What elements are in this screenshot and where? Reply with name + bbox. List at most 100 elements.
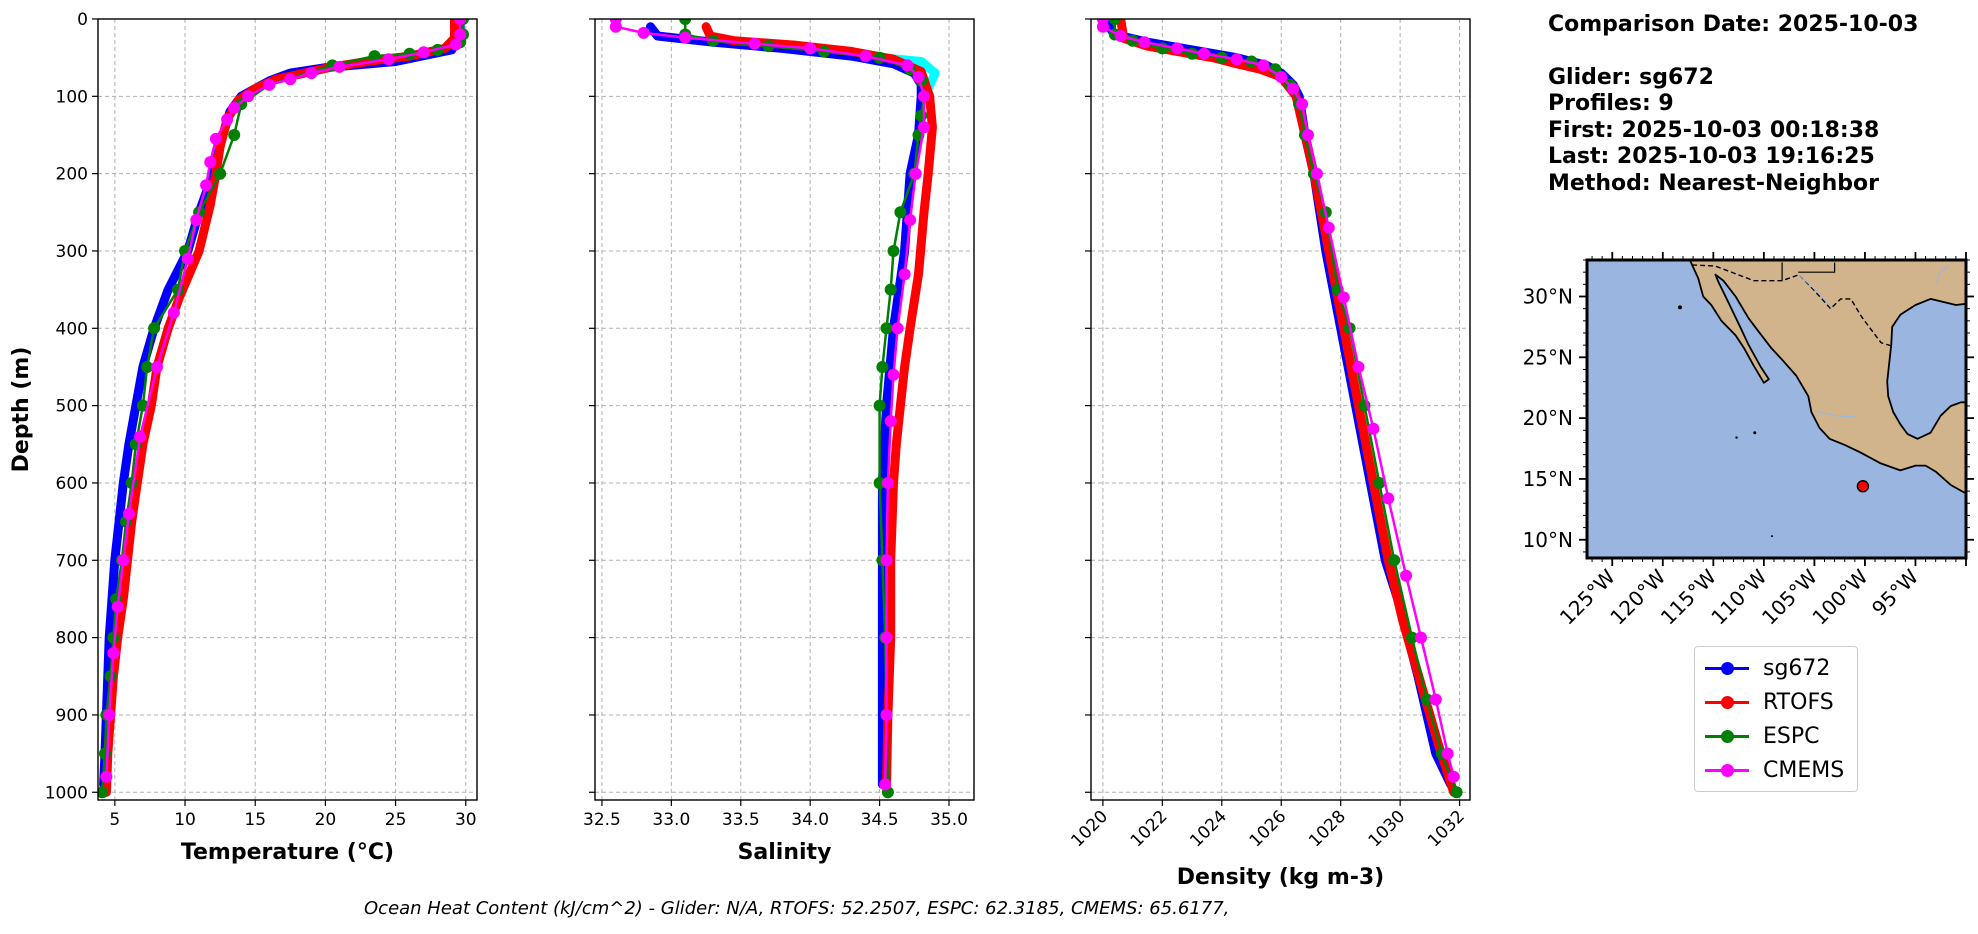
- x-tick-label: 1032: [1424, 807, 1469, 852]
- series-CMEMS: [1096, 19, 1460, 783]
- data-point: [263, 78, 276, 91]
- x-tick-label: 34.0: [791, 810, 829, 830]
- data-point: [167, 306, 180, 319]
- data-point: [1302, 129, 1314, 141]
- x-tick-label: 1030: [1365, 807, 1410, 852]
- data-point: [879, 778, 892, 791]
- data-point: [99, 747, 111, 760]
- data-point: [141, 361, 154, 373]
- map-lat-label: 15°N: [1523, 467, 1573, 491]
- data-point: [111, 600, 124, 613]
- map-lat-label: 30°N: [1523, 284, 1573, 308]
- data-point: [880, 631, 893, 644]
- data-point: [1406, 631, 1418, 644]
- legend-label: RTOFS: [1763, 689, 1834, 715]
- y-tick-label: 300: [56, 242, 88, 262]
- legend-swatch: [1705, 729, 1749, 743]
- data-point: [880, 554, 893, 567]
- x-tick-label: 5: [109, 810, 120, 830]
- x-tick-label: 10: [174, 810, 196, 830]
- x-tick-label: 15: [244, 810, 266, 830]
- data-point: [333, 60, 346, 73]
- x-axis-label: Density (kg m-3): [1177, 865, 1385, 890]
- data-point: [1108, 19, 1121, 25]
- x-tick-label: 1024: [1186, 807, 1231, 852]
- method: Method: Nearest-Neighbor: [1548, 170, 1879, 196]
- y-tick-label: 400: [56, 319, 88, 339]
- data-point: [1275, 71, 1288, 83]
- data-point: [1367, 422, 1380, 435]
- data-point: [1114, 30, 1127, 42]
- series-line: [99, 19, 465, 789]
- data-point: [1198, 47, 1210, 60]
- data-point: [873, 399, 886, 412]
- x-tick-label: 1020: [1067, 807, 1112, 852]
- data-point: [1441, 747, 1454, 760]
- data-point: [881, 477, 894, 489]
- x-tick-label: 33.0: [652, 810, 690, 830]
- data-point: [891, 322, 904, 335]
- data-point: [214, 167, 227, 180]
- data-point: [918, 121, 930, 134]
- data-point: [884, 415, 897, 428]
- data-point: [454, 28, 467, 41]
- data-point: [190, 214, 203, 226]
- data-point: [748, 37, 761, 50]
- last-time: Last: 2025-10-03 19:16:25: [1548, 144, 1875, 169]
- data-point: [679, 31, 692, 44]
- data-point: [918, 90, 930, 103]
- x-tick-label: 1022: [1127, 807, 1172, 852]
- river: [1814, 410, 1855, 418]
- data-point: [122, 507, 135, 520]
- map-lon-label: 110°W: [1706, 564, 1771, 629]
- data-point: [382, 53, 395, 66]
- island: [1735, 436, 1738, 439]
- profile-panel: 5 10 15 20 25 3001002003004005006007008009001…: [9, 10, 478, 865]
- data-point: [1400, 569, 1413, 582]
- x-tick-label: 34.5: [861, 810, 899, 830]
- axes-frame: [1090, 18, 1471, 801]
- legend-item-sg672: sg672: [1705, 653, 1830, 683]
- data-point: [107, 631, 120, 644]
- series-line: [105, 19, 462, 779]
- x-tick-label: 1028: [1305, 807, 1350, 852]
- country-border: [1692, 264, 1894, 348]
- series-line: [1101, 19, 1455, 779]
- data-point: [1420, 693, 1433, 706]
- map-lat-label: 10°N: [1523, 528, 1573, 552]
- y-tick-label: 800: [56, 629, 88, 649]
- info-panel: Comparison Date: 2025-10-03 Glider: sg67…: [1548, 12, 1918, 197]
- legend: sg672 RTOFS ESPC CMEMS: [1694, 646, 1858, 792]
- data-point: [887, 245, 900, 257]
- map-lon-label: 105°W: [1757, 564, 1822, 629]
- series-line: [1113, 19, 1458, 794]
- series-sg672: [99, 19, 465, 789]
- data-point: [228, 101, 241, 114]
- data-point: [103, 708, 116, 721]
- data-point: [884, 283, 897, 296]
- data-point: [679, 19, 692, 25]
- map-lon-label: 100°W: [1807, 564, 1872, 629]
- data-point: [1171, 42, 1184, 55]
- data-point: [1388, 554, 1401, 567]
- data-point: [887, 368, 900, 381]
- x-tick-label: 35.0: [930, 810, 968, 830]
- data-point: [1373, 477, 1386, 489]
- x-tick-label: 20: [315, 810, 337, 830]
- x-tick-label: 33.5: [722, 810, 760, 830]
- data-point: [1322, 221, 1335, 234]
- glider-location-marker: [1856, 479, 1870, 493]
- data-point: [1230, 53, 1243, 66]
- data-point: [1429, 693, 1442, 706]
- x-tick-label: 25: [385, 810, 407, 830]
- first-time: First: 2025-10-03 00:18:38: [1548, 117, 1880, 143]
- legend-label: ESPC: [1763, 723, 1820, 749]
- data-point: [98, 786, 109, 799]
- y-tick-label: 0: [77, 10, 88, 30]
- data-point: [901, 59, 914, 72]
- data-point: [200, 179, 213, 192]
- data-point: [1415, 631, 1427, 644]
- legend-item-rtofs: RTOFS: [1705, 687, 1834, 717]
- y-axis-label: Depth (m): [9, 347, 34, 473]
- data-point: [1138, 36, 1151, 49]
